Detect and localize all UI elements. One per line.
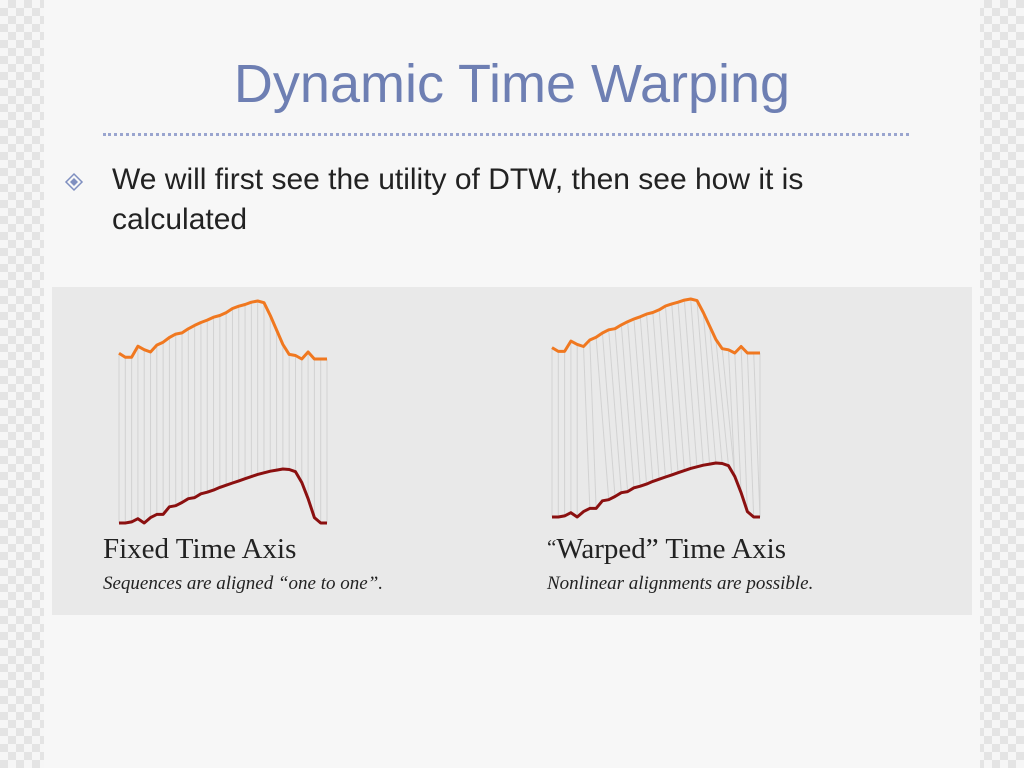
warped-top-sequence (551, 297, 760, 355)
fixed-time-axis-subtitle: Sequences are aligned “one to one”. (103, 573, 384, 594)
warped-alignment-line (727, 349, 736, 477)
fixed-alignment-lines (118, 301, 328, 523)
warped-alignment-line (652, 312, 666, 478)
warped-time-axis-title: “Warped” Time Axis (547, 533, 786, 566)
warped-alignment-line (601, 332, 616, 497)
warped-alignment-line (746, 352, 755, 518)
warped-title-text: Warped” Time Axis (556, 533, 786, 565)
warped-alignment-line (690, 298, 704, 466)
fixed-time-axis-title: Fixed Time Axis (103, 533, 297, 565)
warped-alignment-line (677, 302, 692, 469)
warped-alignment-line (639, 316, 654, 482)
warped-alignment-line (734, 352, 742, 493)
warped-alignment-line (595, 337, 610, 500)
warped-alignment-line (709, 325, 723, 464)
warped-alignment-line (608, 329, 622, 493)
diamond-bullet-icon (64, 172, 84, 192)
warped-alignment-line (721, 348, 736, 477)
warped-alignment-line (671, 303, 685, 471)
title-divider (103, 133, 909, 136)
fixed-top-sequence (118, 299, 327, 361)
fixed-bottom-sequence (119, 467, 327, 525)
slide-title: Dynamic Time Warping (233, 54, 791, 114)
warped-open-quote: “ (547, 535, 557, 559)
warped-time-axis-subtitle: Nonlinear alignments are possible. (547, 573, 814, 594)
warped-alignment-line (740, 346, 748, 512)
dtw-illustration (118, 297, 761, 525)
warped-alignment-line (633, 318, 648, 485)
warped-alignment-line (658, 309, 673, 475)
warped-alignment-line (620, 324, 635, 488)
warped-alignment-line (753, 352, 761, 518)
warped-alignment-lines (551, 298, 761, 518)
warped-alignment-line (589, 340, 597, 509)
dtw-figure-panel: Fixed Time Axis Sequences are aligned “o… (52, 287, 972, 615)
warped-alignment-line (683, 300, 698, 467)
warped-alignment-line (664, 305, 679, 473)
warped-alignment-line (646, 314, 660, 480)
warped-alignment-line (614, 328, 629, 492)
warped-alignment-line (627, 321, 641, 487)
warped-bottom-sequence (552, 461, 760, 519)
warped-alignment-line (583, 346, 591, 509)
warped-alignment-line (696, 300, 711, 465)
bullet-text: We will first see the utility of DTW, th… (112, 163, 804, 236)
warped-alignment-line (702, 312, 717, 464)
warped-alignment-line (715, 339, 729, 466)
